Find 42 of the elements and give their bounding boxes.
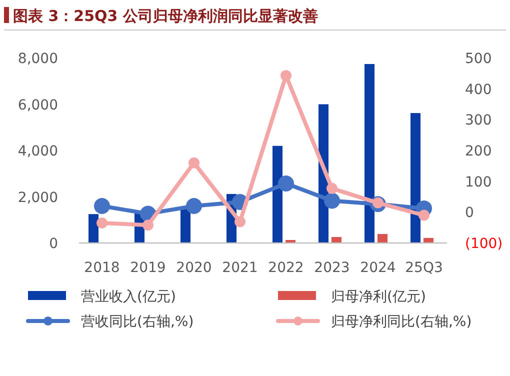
bar (272, 146, 282, 243)
y2-tick-label: 500 (465, 51, 492, 67)
point (142, 220, 154, 231)
point (94, 198, 110, 214)
point (278, 175, 294, 192)
y2-tick-label: 400 (465, 82, 492, 98)
y2-tick-label: 200 (465, 144, 492, 160)
y-tick-label: 0 (49, 236, 58, 252)
x-tick-label: 2024 (360, 260, 396, 276)
x-tick-label: 2019 (130, 260, 166, 276)
point (96, 217, 108, 228)
legend-label: 营业收入(亿元) (81, 289, 176, 305)
bar (88, 214, 98, 243)
legend-label: 营收同比(右轴,%) (81, 314, 194, 330)
y2-tick-label: 300 (465, 112, 492, 129)
y-tick-label: 2,000 (18, 190, 58, 206)
x-tick-label: 2021 (222, 260, 258, 276)
point (324, 192, 340, 209)
chart-title: 图表 3：25Q3 公司归母净利润同比显著改善 (13, 7, 318, 25)
bar (332, 236, 342, 243)
y-tick-label: 4,000 (18, 144, 58, 160)
bar (410, 113, 420, 243)
y-tick-label: 6,000 (18, 97, 58, 114)
x-tick-label: 2018 (84, 260, 120, 276)
point (326, 182, 338, 194)
y2-tick-label: 100 (465, 174, 492, 190)
point (234, 216, 246, 228)
point (280, 70, 292, 82)
legend-label: 归母净利同比(右轴,%) (331, 314, 472, 330)
point (418, 210, 430, 221)
x-tick-label: 2022 (268, 260, 304, 276)
y2-tick-label: (100) (465, 236, 503, 252)
point (188, 157, 200, 168)
bar (364, 64, 374, 243)
x-tick-label: 25Q3 (405, 260, 443, 276)
bar (378, 234, 388, 243)
y2-tick-label: 0 (465, 205, 474, 222)
legend-label: 归母净利(亿元) (331, 289, 426, 305)
x-tick-label: 2020 (176, 260, 212, 276)
x-tick-label: 2023 (314, 260, 350, 276)
point (186, 198, 202, 214)
y-tick-label: 8,000 (18, 51, 58, 67)
